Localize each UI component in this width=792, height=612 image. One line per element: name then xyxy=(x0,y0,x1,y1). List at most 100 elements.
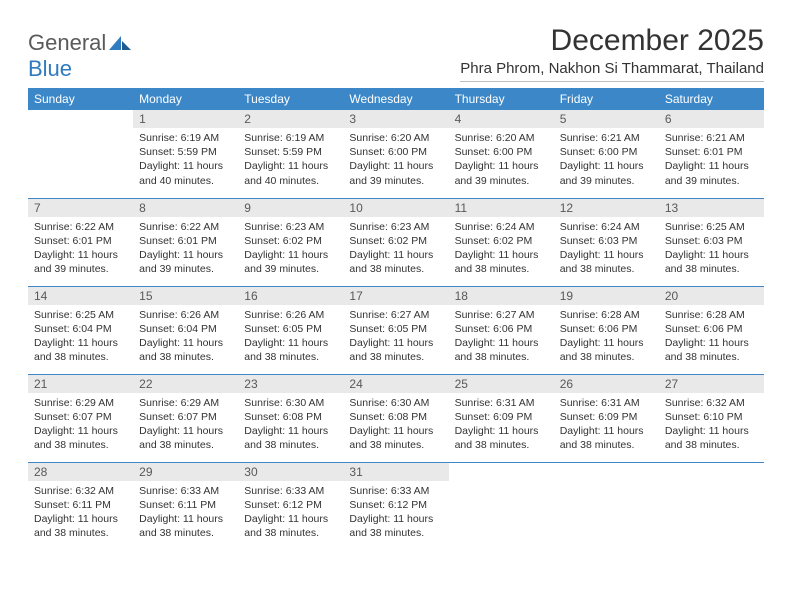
calendar-day-cell: 11Sunrise: 6:24 AMSunset: 6:02 PMDayligh… xyxy=(449,198,554,286)
day-content: Sunrise: 6:26 AMSunset: 6:04 PMDaylight:… xyxy=(133,305,238,370)
day-number: 17 xyxy=(343,287,448,305)
day-content: Sunrise: 6:30 AMSunset: 6:08 PMDaylight:… xyxy=(238,393,343,458)
calendar-week-row: 14Sunrise: 6:25 AMSunset: 6:04 PMDayligh… xyxy=(28,286,764,374)
calendar-day-cell: 13Sunrise: 6:25 AMSunset: 6:03 PMDayligh… xyxy=(659,198,764,286)
day-number: 20 xyxy=(659,287,764,305)
day-number: 16 xyxy=(238,287,343,305)
day-content: Sunrise: 6:29 AMSunset: 6:07 PMDaylight:… xyxy=(28,393,133,458)
sunset-text: Sunset: 6:07 PM xyxy=(34,410,127,424)
weekday-header: Saturday xyxy=(659,88,764,110)
day-content: Sunrise: 6:28 AMSunset: 6:06 PMDaylight:… xyxy=(659,305,764,370)
day-number: 12 xyxy=(554,199,659,217)
calendar-day-cell: 3Sunrise: 6:20 AMSunset: 6:00 PMDaylight… xyxy=(343,110,448,198)
day-number: 5 xyxy=(554,110,659,128)
sunrise-text: Sunrise: 6:27 AM xyxy=(349,308,442,322)
calendar-day-cell: 23Sunrise: 6:30 AMSunset: 6:08 PMDayligh… xyxy=(238,374,343,462)
sunrise-text: Sunrise: 6:32 AM xyxy=(665,396,758,410)
sunset-text: Sunset: 6:08 PM xyxy=(349,410,442,424)
daylight-text: Daylight: 11 hours and 38 minutes. xyxy=(455,248,548,276)
day-number: 6 xyxy=(659,110,764,128)
calendar-body: 1Sunrise: 6:19 AMSunset: 5:59 PMDaylight… xyxy=(28,110,764,550)
day-number: 25 xyxy=(449,375,554,393)
sunset-text: Sunset: 6:05 PM xyxy=(244,322,337,336)
weekday-header: Tuesday xyxy=(238,88,343,110)
day-number: 4 xyxy=(449,110,554,128)
sunset-text: Sunset: 6:11 PM xyxy=(34,498,127,512)
sunrise-text: Sunrise: 6:28 AM xyxy=(665,308,758,322)
sunset-text: Sunset: 6:02 PM xyxy=(455,234,548,248)
calendar-day-cell: 7Sunrise: 6:22 AMSunset: 6:01 PMDaylight… xyxy=(28,198,133,286)
sunrise-text: Sunrise: 6:23 AM xyxy=(349,220,442,234)
day-content: Sunrise: 6:32 AMSunset: 6:11 PMDaylight:… xyxy=(28,481,133,546)
sunrise-text: Sunrise: 6:20 AM xyxy=(455,131,548,145)
day-number: 9 xyxy=(238,199,343,217)
day-number: 19 xyxy=(554,287,659,305)
day-content: Sunrise: 6:21 AMSunset: 6:01 PMDaylight:… xyxy=(659,128,764,193)
calendar-day-cell: 6Sunrise: 6:21 AMSunset: 6:01 PMDaylight… xyxy=(659,110,764,198)
day-number: 1 xyxy=(133,110,238,128)
sunset-text: Sunset: 6:00 PM xyxy=(560,145,653,159)
calendar-day-cell: 22Sunrise: 6:29 AMSunset: 6:07 PMDayligh… xyxy=(133,374,238,462)
daylight-text: Daylight: 11 hours and 38 minutes. xyxy=(665,424,758,452)
daylight-text: Daylight: 11 hours and 40 minutes. xyxy=(139,159,232,187)
day-number: 29 xyxy=(133,463,238,481)
sunset-text: Sunset: 6:04 PM xyxy=(139,322,232,336)
daylight-text: Daylight: 11 hours and 38 minutes. xyxy=(665,248,758,276)
day-content: Sunrise: 6:31 AMSunset: 6:09 PMDaylight:… xyxy=(449,393,554,458)
day-content: Sunrise: 6:20 AMSunset: 6:00 PMDaylight:… xyxy=(449,128,554,193)
day-content: Sunrise: 6:24 AMSunset: 6:03 PMDaylight:… xyxy=(554,217,659,282)
sunset-text: Sunset: 6:03 PM xyxy=(665,234,758,248)
sunrise-text: Sunrise: 6:19 AM xyxy=(139,131,232,145)
calendar-week-row: 7Sunrise: 6:22 AMSunset: 6:01 PMDaylight… xyxy=(28,198,764,286)
sunrise-text: Sunrise: 6:33 AM xyxy=(244,484,337,498)
calendar-day-cell: 10Sunrise: 6:23 AMSunset: 6:02 PMDayligh… xyxy=(343,198,448,286)
calendar-day-cell: 28Sunrise: 6:32 AMSunset: 6:11 PMDayligh… xyxy=(28,462,133,550)
day-number: 24 xyxy=(343,375,448,393)
day-content: Sunrise: 6:32 AMSunset: 6:10 PMDaylight:… xyxy=(659,393,764,458)
sunrise-text: Sunrise: 6:24 AM xyxy=(455,220,548,234)
daylight-text: Daylight: 11 hours and 38 minutes. xyxy=(34,512,127,540)
sunset-text: Sunset: 6:12 PM xyxy=(244,498,337,512)
day-content: Sunrise: 6:25 AMSunset: 6:03 PMDaylight:… xyxy=(659,217,764,282)
logo-text: GeneralBlue xyxy=(28,30,131,82)
sunset-text: Sunset: 5:59 PM xyxy=(244,145,337,159)
day-number: 18 xyxy=(449,287,554,305)
daylight-text: Daylight: 11 hours and 38 minutes. xyxy=(244,336,337,364)
calendar-day-cell: 5Sunrise: 6:21 AMSunset: 6:00 PMDaylight… xyxy=(554,110,659,198)
day-number: 11 xyxy=(449,199,554,217)
calendar-day-cell: 25Sunrise: 6:31 AMSunset: 6:09 PMDayligh… xyxy=(449,374,554,462)
calendar-day-cell: 31Sunrise: 6:33 AMSunset: 6:12 PMDayligh… xyxy=(343,462,448,550)
calendar-day-cell: 16 Sunrise: 6:26 AMSunset: 6:05 PMDayligh… xyxy=(238,286,343,374)
sunrise-text: Sunrise: 6:30 AM xyxy=(244,396,337,410)
sunrise-text: Sunrise: 6:23 AM xyxy=(244,220,337,234)
day-content: Sunrise: 6:24 AMSunset: 6:02 PMDaylight:… xyxy=(449,217,554,282)
sunset-text: Sunset: 6:04 PM xyxy=(34,322,127,336)
calendar-week-row: 28Sunrise: 6:32 AMSunset: 6:11 PMDayligh… xyxy=(28,462,764,550)
logo-word-b: Blue xyxy=(28,56,72,81)
sunrise-text: Sunrise: 6:24 AM xyxy=(560,220,653,234)
logo-sail-icon xyxy=(109,30,131,55)
daylight-text: Daylight: 11 hours and 38 minutes. xyxy=(560,248,653,276)
sunrise-text: Sunrise: 6:29 AM xyxy=(139,396,232,410)
calendar-day-cell: 19Sunrise: 6:28 AMSunset: 6:06 PMDayligh… xyxy=(554,286,659,374)
sunset-text: Sunset: 6:02 PM xyxy=(244,234,337,248)
sunrise-text: Sunrise: 6:20 AM xyxy=(349,131,442,145)
day-number: 3 xyxy=(343,110,448,128)
day-number: 28 xyxy=(28,463,133,481)
day-content: Sunrise: 6:23 AMSunset: 6:02 PMDaylight:… xyxy=(343,217,448,282)
sunrise-text: Sunrise: 6:26 AM xyxy=(244,308,337,322)
calendar-day-cell: 1Sunrise: 6:19 AMSunset: 5:59 PMDaylight… xyxy=(133,110,238,198)
calendar-day-cell: 27Sunrise: 6:32 AMSunset: 6:10 PMDayligh… xyxy=(659,374,764,462)
sunrise-text: Sunrise: 6:31 AM xyxy=(560,396,653,410)
day-content: Sunrise: 6:31 AMSunset: 6:09 PMDaylight:… xyxy=(554,393,659,458)
day-number: 7 xyxy=(28,199,133,217)
calendar-day-cell xyxy=(449,462,554,550)
sunrise-text: Sunrise: 6:33 AM xyxy=(139,484,232,498)
page-title: December 2025 xyxy=(460,24,764,58)
weekday-header: Sunday xyxy=(28,88,133,110)
daylight-text: Daylight: 11 hours and 38 minutes. xyxy=(560,424,653,452)
day-number: 27 xyxy=(659,375,764,393)
sunset-text: Sunset: 6:05 PM xyxy=(349,322,442,336)
daylight-text: Daylight: 11 hours and 38 minutes. xyxy=(139,336,232,364)
day-content: Sunrise: 6:19 AMSunset: 5:59 PMDaylight:… xyxy=(133,128,238,193)
